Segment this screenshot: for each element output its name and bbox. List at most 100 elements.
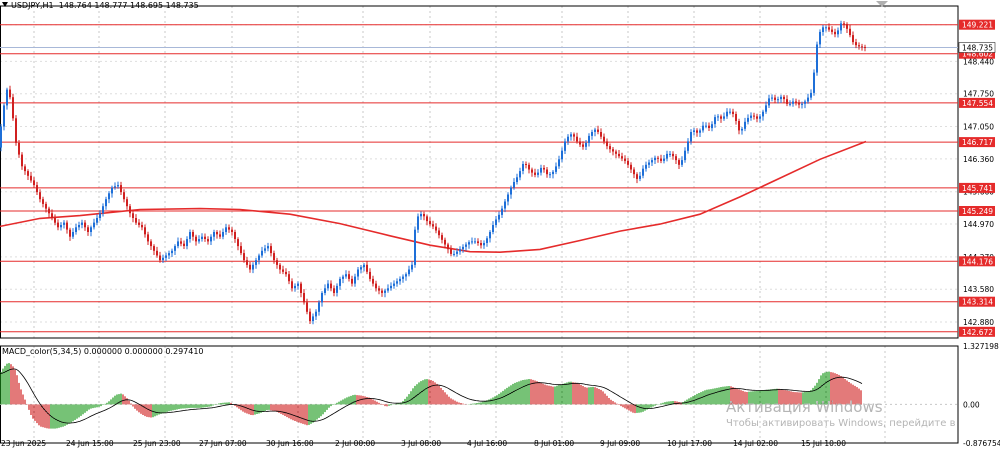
candle-body [78,225,80,228]
candle-body [549,174,551,176]
candle-body [471,241,473,243]
candle-body [315,311,317,317]
candle-body [735,114,737,121]
time-tick-label: 25 Jun 23:00 [133,439,181,448]
candle-body [189,232,191,239]
candle-body [261,250,263,256]
level-tag [959,182,995,193]
candle-body [690,132,692,142]
candle-body [39,192,41,200]
candle-body [36,185,38,193]
candle-body [720,116,722,119]
candle-body [396,281,398,284]
candle-body [201,236,203,239]
candle-body [435,226,437,231]
candle-body [624,158,626,161]
candle-body [525,164,527,165]
candle-body [621,156,623,159]
candle-body [519,171,521,178]
candle-body [345,274,347,277]
candle-body [747,117,749,122]
macd-header: MACD_color(5,34,5) 0.000000 0.000000 0.2… [2,347,204,356]
candle-body [354,276,356,284]
candle-body [750,115,752,118]
candle-body [75,227,77,232]
candle-body [252,264,254,270]
candle-body [174,246,176,251]
candle-body [207,239,209,242]
candle-body [69,229,71,237]
macd-tick-label: -0.876754 [963,439,1000,448]
chart-header: USDJPY,H1 148.764 148.777 148.695 148.73… [2,1,199,10]
candle-body [324,288,326,293]
scroll-indicator-icon[interactable] [876,1,888,7]
level-tag-label: 142.672 [962,328,993,337]
candle-body [459,249,461,252]
candle-body [87,227,89,232]
candle-body [723,116,725,119]
candle-body [819,31,821,45]
candle-body [306,302,308,312]
candle-body [180,241,182,244]
candle-body [6,89,8,106]
candle-body [45,203,47,209]
candle-body [783,96,785,100]
candle-body [57,222,59,228]
candle-body [528,164,530,170]
candle-body [303,293,305,303]
candle-body [594,129,596,132]
candle-body [258,255,260,261]
candle-body [669,153,671,155]
candle-body [513,182,515,188]
candle-body [582,144,584,147]
candle-body [705,125,707,127]
candle-body [792,101,794,104]
candle-body [804,101,806,104]
candle-body [498,214,500,220]
symbol-label: USDJPY,H1 [11,1,54,10]
moving-average-line [0,140,867,254]
candle-body [732,111,734,114]
price-panel-frame [0,5,959,339]
candle-body [387,288,389,291]
candle-body [696,130,698,133]
candle-body [438,230,440,236]
candle-body [633,169,635,175]
price-tick-label: 147.750 [963,90,994,99]
candle-body [138,222,140,225]
candle-body [708,125,710,128]
candle-body [357,269,359,277]
candle-body [615,151,617,154]
candle-body [456,251,458,254]
candle-body [795,101,797,103]
candle-body [297,283,299,286]
candle-body [312,316,314,322]
candle-body [603,136,605,142]
candle-body [210,236,212,242]
candle-body [699,130,701,133]
macd-tick-label: 0.00 [963,400,980,409]
candle-body [123,192,125,200]
candle-body [390,285,392,289]
level-tag [959,206,995,216]
candle-body [726,111,728,117]
candle-body [30,175,32,181]
candle-body [72,232,74,237]
candle-body [501,208,503,215]
candle-body [222,232,224,237]
candle-body [318,302,320,312]
candle-body [243,253,245,261]
candle-body [681,160,683,165]
candle-body [837,30,839,35]
price-tick-label: 146.360 [963,155,994,164]
candle-body [861,46,863,48]
candle-body [522,164,524,171]
candle-body [756,116,758,119]
price-tick-label: 143.580 [963,285,994,294]
candle-body [654,157,656,161]
dropdown-arrow-icon[interactable] [2,2,8,7]
candle-body [552,171,554,175]
candle-body [150,241,152,247]
candle-body [762,111,764,117]
